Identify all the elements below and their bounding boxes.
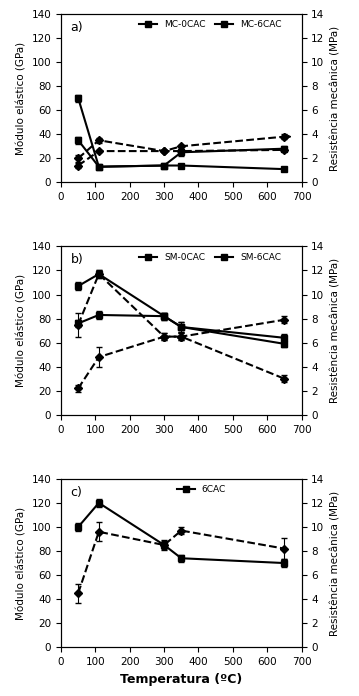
Y-axis label: Resistência mecânica (MPa): Resistência mecânica (MPa): [330, 258, 340, 403]
Text: c): c): [71, 486, 83, 498]
Y-axis label: Resistência mecânica (MPa): Resistência mecânica (MPa): [330, 26, 340, 171]
Legend: 6CAC: 6CAC: [173, 482, 230, 498]
Y-axis label: Módulo elástico (GPa): Módulo elástico (GPa): [16, 274, 26, 387]
X-axis label: Temperatura (ºC): Temperatura (ºC): [120, 672, 242, 686]
Y-axis label: Resistência mecânica (MPa): Resistência mecânica (MPa): [330, 491, 340, 635]
Text: b): b): [71, 253, 83, 266]
Y-axis label: Módulo elástico (GPa): Módulo elástico (GPa): [16, 507, 26, 619]
Legend: SM-0CAC, SM-6CAC: SM-0CAC, SM-6CAC: [136, 249, 285, 265]
Text: a): a): [71, 21, 83, 33]
Y-axis label: Módulo elástico (GPa): Módulo elástico (GPa): [16, 42, 26, 155]
Legend: MC-0CAC, MC-6CAC: MC-0CAC, MC-6CAC: [135, 17, 285, 33]
